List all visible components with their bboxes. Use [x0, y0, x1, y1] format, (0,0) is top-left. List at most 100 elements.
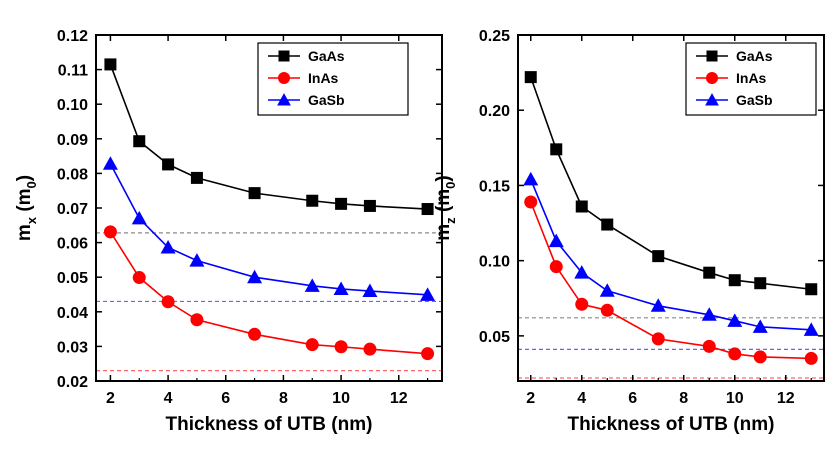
data-point-inas — [575, 297, 589, 311]
plot-frame — [517, 34, 825, 382]
legend-marker-gasb — [705, 93, 719, 106]
y-tick-label: 0.07 — [57, 201, 88, 218]
data-point-gaas — [524, 71, 537, 84]
x-tick-label: 10 — [332, 390, 350, 407]
data-point-gaas — [248, 187, 261, 200]
data-point-gasb — [752, 319, 768, 333]
x-tick-label: 8 — [679, 390, 688, 407]
y-axis-title-close: ) — [14, 175, 35, 181]
data-point-inas — [651, 332, 665, 346]
x-tick-label: 4 — [577, 390, 586, 407]
data-point-gaas — [335, 197, 348, 210]
legend-marker-gasb — [277, 93, 291, 106]
y-axis-title-sub: z — [443, 217, 458, 224]
legend: GaAs InAs GaSb — [685, 42, 817, 116]
legend-label: InAs — [308, 70, 339, 86]
data-point-gaas — [601, 218, 614, 231]
data-point-gasb — [247, 269, 263, 284]
data-point-inas — [363, 342, 377, 356]
y-axis-title-main: m — [14, 224, 35, 241]
x-tick-label: 6 — [628, 390, 637, 407]
data-point-gasb — [574, 265, 590, 279]
data-point-inas — [549, 260, 563, 274]
x-tick-label: 12 — [390, 390, 408, 407]
data-point-inas — [421, 347, 435, 361]
y-tick-label: 0.02 — [57, 374, 88, 391]
legend-label: GaAs — [308, 48, 345, 64]
y-axis-title: mz (m0) — [433, 175, 458, 240]
y-tick-label: 0.06 — [57, 236, 88, 253]
legend-marker-inas — [278, 72, 290, 84]
data-point-inas — [804, 351, 818, 365]
data-point-gaas — [728, 274, 741, 287]
data-point-inas — [305, 338, 319, 352]
data-point-gaas — [133, 135, 146, 148]
series-line-inas — [530, 201, 812, 360]
data-point-gaas — [104, 58, 117, 71]
data-point-gaas — [550, 143, 563, 156]
data-point-inas — [753, 350, 767, 364]
y-axis-title-main: m — [433, 224, 454, 241]
data-point-gasb — [102, 156, 118, 170]
x-axis-title: Thickness of UTB (nm) — [166, 414, 373, 435]
data-point-inas — [524, 195, 538, 209]
x-tick-label: 10 — [726, 390, 744, 407]
legend-marker-inas — [706, 72, 718, 84]
data-point-gaas — [575, 200, 588, 213]
y-tick-label: 0.05 — [479, 329, 510, 346]
data-point-inas — [702, 339, 716, 353]
x-tick-label: 6 — [221, 390, 230, 407]
x-tick-label: 2 — [106, 390, 115, 407]
data-point-inas — [248, 327, 262, 341]
data-point-gasb — [362, 283, 378, 298]
data-point-inas — [161, 295, 175, 309]
data-point-gasb — [131, 210, 147, 225]
data-point-gaas — [421, 203, 434, 216]
series-line-gasb — [109, 163, 428, 296]
series-line-gasb — [530, 179, 812, 331]
chart-panel-2: 2 4 6 8 10 12 0.05 0.10 0.15 0.20 0.25 GaAs InAs GaSb… — [433, 28, 825, 435]
legend-label: GaSb — [308, 92, 345, 108]
legend-label: InAs — [736, 70, 767, 86]
y-tick-label: 0.12 — [57, 28, 88, 45]
y-axis-title-paren-sub: 0 — [24, 181, 39, 188]
data-point-gasb — [523, 171, 539, 186]
y-axis-title-paren-sub: 0 — [443, 182, 458, 189]
legend: GaAs InAs GaSb — [257, 42, 409, 116]
y-tick-label: 0.04 — [57, 305, 88, 322]
x-tick-label: 12 — [777, 390, 795, 407]
series-line-inas — [109, 231, 428, 355]
y-tick-label: 0.20 — [479, 103, 510, 120]
y-axis-title-close: ) — [433, 175, 454, 181]
data-point-gaas — [703, 266, 716, 279]
y-tick-label: 0.25 — [479, 28, 510, 45]
data-point-gaas — [754, 277, 767, 290]
data-point-inas — [103, 225, 117, 239]
data-point-inas — [728, 347, 742, 361]
data-point-gasb — [701, 307, 717, 321]
data-point-inas — [132, 271, 146, 285]
data-point-gasb — [803, 322, 819, 336]
data-point-gasb — [599, 283, 615, 297]
data-point-gasb — [650, 298, 666, 312]
x-tick-label: 4 — [164, 390, 173, 407]
x-tick-label: 8 — [279, 390, 288, 407]
y-axis-title-paren: (m — [14, 188, 35, 217]
y-tick-label: 0.08 — [57, 166, 88, 183]
legend-label: GaSb — [736, 92, 773, 108]
legend-marker-gaas — [706, 50, 718, 62]
x-axis-title: Thickness of UTB (nm) — [568, 414, 775, 435]
legend-marker-gaas — [278, 50, 290, 62]
y-tick-label: 0.11 — [58, 63, 88, 80]
data-point-gasb — [304, 278, 320, 292]
chart-panel-1: 2 4 6 8 10 12 0.02 0.03 0.04 0.05 0.06 0.07 0.08 0.09… — [14, 28, 443, 435]
data-point-gasb — [333, 281, 349, 295]
data-point-gaas — [805, 283, 818, 296]
data-point-gaas — [652, 250, 665, 263]
y-tick-label: 0.10 — [57, 97, 88, 114]
y-axis-title-sub: x — [24, 216, 39, 224]
data-point-gasb — [548, 233, 564, 248]
data-point-gasb — [727, 313, 743, 327]
legend-label: GaAs — [736, 48, 773, 64]
